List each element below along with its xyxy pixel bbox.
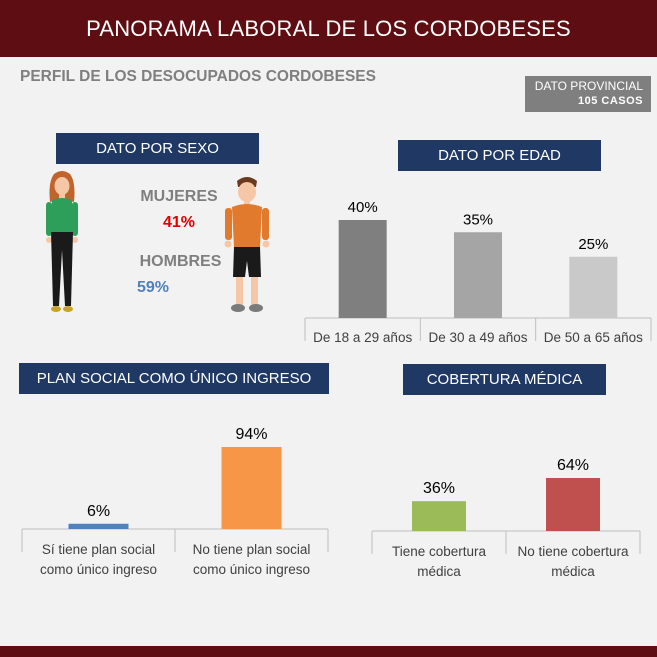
section-title-sexo: DATO POR SEXO (56, 133, 259, 164)
page-subtitle: PERFIL DE LOS DESOCUPADOS CORDOBESES (20, 68, 376, 85)
page-title: PANORAMA LABORAL DE LOS CORDOBESES (0, 0, 657, 57)
cobertura-bar (412, 501, 466, 531)
cobertura-chart: 36% Tiene cobertura médica 64% No tiene cobe… (371, 457, 641, 579)
section-title-plan: PLAN SOCIAL COMO ÚNICO INGRESO (19, 363, 329, 394)
woman-icon (46, 171, 78, 312)
cobertura-category-label: médica (551, 564, 595, 579)
plan-category-label: como único ingreso (193, 562, 310, 577)
edad-category-label: De 18 a 29 años (313, 330, 412, 345)
cobertura-category-label: médica (417, 564, 461, 579)
cobertura-value-label: 64% (557, 457, 589, 474)
men-label: HOMBRES (139, 253, 222, 270)
section-title-cobertura: COBERTURA MÉDICA (403, 364, 606, 395)
edad-category-label: De 50 a 65 años (544, 330, 643, 345)
man-icon (224, 177, 270, 312)
edad-category-label: De 30 a 49 años (428, 330, 527, 345)
plan-value-label: 94% (235, 426, 267, 443)
plan-category-label: No tiene plan social (193, 542, 311, 557)
edad-value-label: 25% (578, 236, 608, 253)
edad-bar (338, 220, 387, 318)
provincial-badge-label: DATO PROVINCIAL (534, 79, 643, 93)
page-footer-bar (0, 646, 657, 657)
plan-chart: 6% Sí tiene plan social como único ingreso… (21, 426, 329, 577)
cobertura-value-label: 36% (423, 480, 455, 497)
cobertura-category-label: Tiene cobertura (392, 544, 487, 559)
cobertura-category-label: No tiene cobertura (517, 544, 629, 559)
plan-bar (68, 523, 129, 529)
provincial-badge: DATO PROVINCIAL 105 CASOS (525, 76, 651, 112)
women-percentage: 41% (162, 214, 196, 231)
edad-chart: 40% De 18 a 29 años 35% De 30 a 49 años 25% D… (304, 199, 652, 345)
women-label: MUJERES (140, 188, 218, 205)
edad-bar (569, 256, 618, 318)
plan-bar (221, 447, 282, 529)
edad-value-label: 40% (348, 199, 378, 216)
men-percentage: 59% (136, 279, 170, 296)
plan-category-label: Sí tiene plan social (42, 542, 155, 557)
edad-value-label: 35% (463, 211, 493, 228)
plan-value-label: 6% (87, 503, 110, 520)
section-title-edad: DATO POR EDAD (398, 140, 601, 171)
cobertura-bar (546, 478, 600, 531)
provincial-badge-cases: 105 CASOS (577, 95, 643, 107)
edad-bar (454, 232, 502, 318)
plan-category-label: como único ingreso (40, 562, 157, 577)
